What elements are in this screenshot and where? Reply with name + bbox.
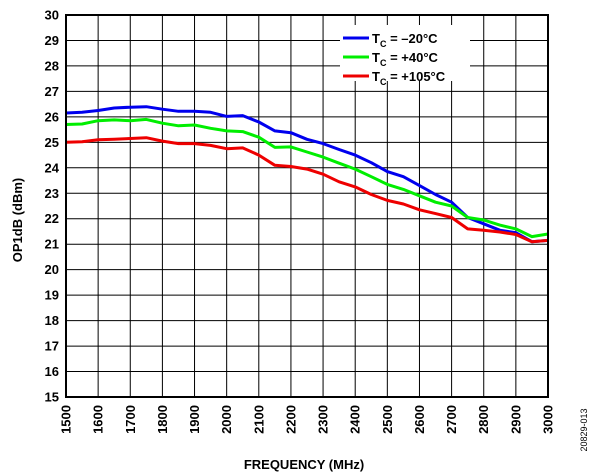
y-tick-label: 22 [45,211,59,226]
grid [65,14,549,398]
legend-label-rest: = +40°C [386,50,438,65]
legend: TC = –20°CTC = +40°CTC = +105°C [340,25,470,87]
legend-label-rest: = +105°C [386,69,445,84]
x-tick-label: 1800 [155,405,170,434]
series-line-2 [65,136,549,244]
x-tick-label: 2600 [412,405,427,434]
x-tick-label: 1500 [59,405,74,434]
legend-label-subscript: C [380,39,387,49]
y-tick-label: 24 [45,160,60,175]
y-tick-label: 27 [45,84,59,99]
y-tick-label: 29 [45,33,59,48]
x-tick-label: 1900 [187,405,202,434]
legend-label: TC = –20°C [372,31,438,49]
x-axis-title: FREQUENCY (MHz) [244,457,364,472]
y-axis-title: OP1dB (dBm) [10,178,25,263]
x-tick-label: 2100 [251,405,266,434]
y-tick-labels: 15 16 17 18 19 20 21 22 23 24 25 26 27 28 29 30 [45,8,60,405]
legend-box [340,25,470,81]
x-tick-label: 1700 [123,405,138,434]
legend-label-main: T [372,31,380,46]
legend-label: TC = +105°C [372,69,446,87]
figure-id: 20829-013 [579,408,589,451]
x-tick-label: 2700 [444,405,459,434]
x-tick-label: 3000 [541,405,556,434]
legend-label-main: T [372,50,380,65]
y-tick-label: 20 [45,262,59,277]
x-tick-label: 2500 [380,405,395,434]
x-tick-label: 2400 [348,405,363,434]
series-line-0 [65,105,549,244]
y-tick-label: 21 [45,237,59,252]
y-tick-label: 26 [45,109,59,124]
series-line-1 [65,117,549,239]
x-tick-label: 2200 [283,405,298,434]
series-lines [65,105,549,244]
legend-label-main: T [372,69,380,84]
plot-frame [65,14,549,398]
x-tick-label: 1600 [91,405,106,434]
x-tick-label: 2900 [508,405,523,434]
legend-label-subscript: C [380,58,387,68]
legend-label-rest: = –20°C [386,31,438,46]
y-tick-label: 28 [45,58,59,73]
y-tick-label: 25 [45,135,59,150]
x-tick-label: 2000 [219,405,234,434]
y-tick-label: 19 [45,288,59,303]
y-tick-label: 17 [45,339,59,354]
y-tick-label: 16 [45,364,59,379]
x-tick-label: 2800 [476,405,491,434]
x-tick-label: 2300 [316,405,331,434]
legend-label: TC = +40°C [372,50,439,68]
y-tick-label: 18 [45,313,59,328]
y-tick-label: 15 [45,390,59,405]
y-tick-label: 23 [45,186,59,201]
x-tick-labels: 1500 1600 1700 1800 1900 2000 2100 2200 2300 2400… [59,405,556,434]
y-tick-label: 30 [45,8,59,23]
legend-label-subscript: C [380,77,387,87]
